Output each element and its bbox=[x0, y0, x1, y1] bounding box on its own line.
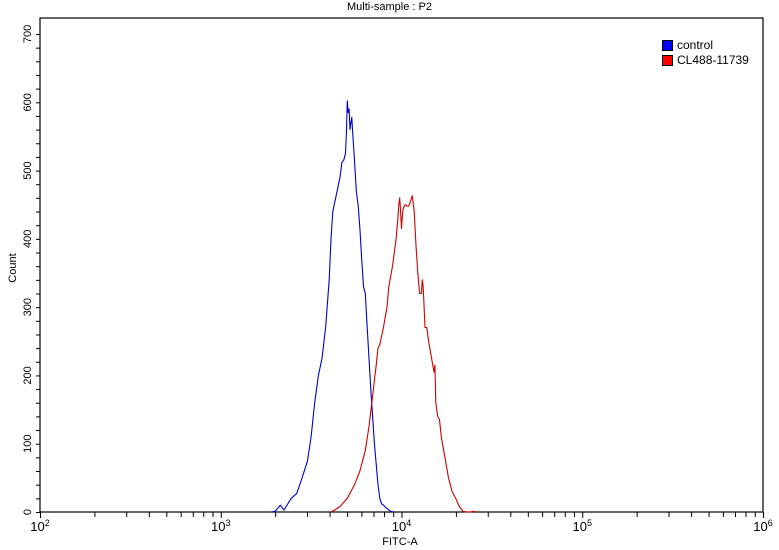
x-tick-label: 106 bbox=[753, 518, 772, 534]
y-tick-label: 400 bbox=[22, 230, 34, 248]
axes: 0 100 200 300 400 500 600 700 102 103 104 105 106 bbox=[22, 17, 773, 534]
y-tick-label: 100 bbox=[22, 435, 34, 453]
x-tick-label: 102 bbox=[30, 518, 49, 534]
legend: control CL488-11739 bbox=[662, 38, 749, 68]
legend-label-sample: CL488-11739 bbox=[677, 53, 749, 67]
y-axis-label: Count bbox=[7, 253, 19, 283]
histogram-curve-sample bbox=[330, 195, 476, 513]
plot-frame bbox=[39, 17, 764, 513]
y-tick-label: 500 bbox=[22, 161, 34, 179]
x-tick-label: 104 bbox=[392, 518, 411, 534]
histogram-curve-control bbox=[271, 100, 395, 513]
y-tick-label: 200 bbox=[22, 366, 34, 384]
legend-swatch-control bbox=[662, 40, 673, 51]
histogram-curves bbox=[271, 100, 476, 513]
y-tick-label: 700 bbox=[22, 25, 34, 43]
x-axis-label: FITC-A bbox=[382, 536, 418, 548]
y-tick-label: 0 bbox=[22, 509, 34, 515]
legend-swatch-sample bbox=[662, 55, 673, 66]
y-tick-label: 600 bbox=[22, 93, 34, 111]
x-tick-label: 105 bbox=[573, 518, 592, 534]
chart-title: Multi-sample : P2 bbox=[347, 1, 432, 13]
x-tick-label: 103 bbox=[211, 518, 230, 534]
legend-item-sample: CL488-11739 bbox=[662, 53, 749, 68]
y-tick-label: 300 bbox=[22, 298, 34, 316]
legend-item-control: control bbox=[662, 38, 749, 53]
legend-label-control: control bbox=[677, 38, 714, 52]
